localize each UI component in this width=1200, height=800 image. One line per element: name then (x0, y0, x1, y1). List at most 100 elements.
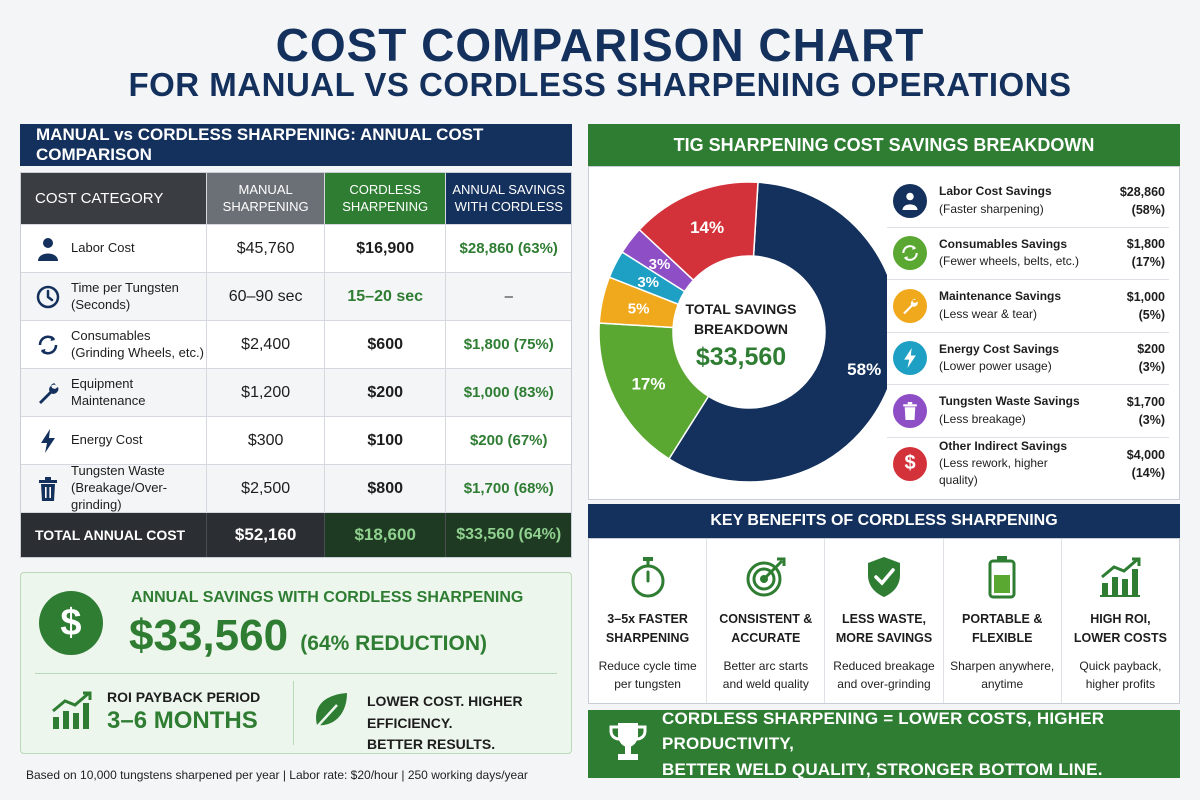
manual-value: $1,200 (206, 369, 324, 416)
benefit-title: LOWER COSTS (1073, 631, 1167, 646)
legend-label: Tungsten Waste Savings (Less breakage) (939, 394, 1080, 426)
donut-hole (673, 256, 825, 408)
col-header-cordless: CORDLESS SHARPENING (323, 173, 446, 224)
cordless-value: $200 (323, 369, 446, 416)
manual-value: $45,760 (206, 225, 324, 272)
legend-label: Consumables Savings (Fewer wheels, belts,… (939, 236, 1080, 269)
legend-value: $4,000 (14%) (1126, 447, 1165, 480)
cordless-value: 15–20 sec (323, 273, 446, 320)
savings-value: $28,860 (63%) (445, 225, 571, 272)
benefits-panel: 3–5x FASTER SHARPENING Reduce cycle time p… (588, 538, 1180, 704)
savings-value: – (445, 273, 571, 320)
benefit-title: ACCURATE (731, 631, 801, 646)
banner-line: CORDLESS SHARPENING = LOWER COSTS, HIGHE… (662, 708, 1105, 754)
worker-icon (893, 183, 927, 218)
cordless-value: $100 (323, 417, 446, 464)
annual-savings-panel: $ ANNUAL SAVINGS WITH CORDLESS SHARPENIN… (20, 572, 572, 754)
center-label-1: TOTAL SAVINGS (686, 301, 797, 317)
trash-icon (33, 476, 63, 501)
savings-value: $1,000 (83%) (445, 369, 571, 416)
benefit-title: LESS WASTE, (841, 612, 927, 626)
breakdown-panel: TOTAL SAVINGS BREAKDOWN $33,560 58% 17% 5%… (588, 166, 1180, 500)
roi-value: 3–6 MONTHS (107, 707, 258, 734)
col-header-category: COST CATEGORY (21, 173, 207, 224)
legend-item: Labor Cost Savings (Faster sharpening) $28… (887, 175, 1169, 228)
total-manual: $52,160 (206, 513, 324, 557)
table-row: Labor Cost $45,760 $16,900 $28,860 (63%) (21, 225, 571, 273)
total-cordless: $18,600 (323, 513, 446, 557)
benefit-desc: Better arc starts (723, 658, 809, 673)
savings-value: $1,700 (68%) (445, 465, 571, 512)
legend-value: $1,800 (17%) (1126, 237, 1165, 270)
cost-table: COST CATEGORY MANUAL SHARPENING CORDLESS… (20, 172, 572, 558)
table-row: Time per Tungsten (Seconds) 60–90 sec 15… (21, 273, 571, 321)
manual-value: 60–90 sec (206, 273, 324, 320)
roi-label: ROI PAYBACK PERIOD (107, 689, 261, 705)
savings-title: ANNUAL SAVINGS WITH CORDLESS SHARPENING (131, 589, 524, 606)
row-label: Labor Cost (71, 240, 135, 256)
clock-icon (33, 285, 63, 309)
legend-item: Energy Cost Savings (Lower power usage) $2… (887, 333, 1169, 385)
benefit-item: HIGH ROI, LOWER COSTS Quick payback, highe… (1062, 539, 1179, 703)
row-label: Tungsten Waste (Breakage/Over-grinding) (71, 463, 168, 512)
table-row: Tungsten Waste (Breakage/Over-grinding) … (21, 463, 571, 513)
legend-value: $1,000 (5%) (1126, 289, 1165, 322)
savings-amount-line: $33,560 (64% REDUCTION) (129, 611, 487, 661)
slice-label: 58% (847, 360, 881, 379)
banner-line: BETTER WELD QUALITY, STRONGER BOTTOM LIN… (662, 759, 1103, 779)
benefit-item: 3–5x FASTER SHARPENING Reduce cycle time p… (589, 539, 708, 703)
growth-chart-icon (1062, 555, 1179, 604)
benefit-item: CONSISTENT & ACCURATE Better arc starts an… (707, 539, 826, 703)
legend-label: Energy Cost Savings (Lower power usage) (939, 341, 1060, 374)
legend-label: Labor Cost Savings (Faster sharpening) (939, 184, 1052, 216)
benefit-desc: Reduce cycle time (598, 658, 697, 673)
total-savings: $33,560 (64%) (445, 513, 571, 557)
bottom-banner: CORDLESS SHARPENING = LOWER COSTS, HIGHE… (588, 709, 1180, 779)
cordless-value: $800 (323, 465, 446, 512)
savings-value: $1,800 (75%) (445, 321, 571, 368)
legend-value: $1,700 (3%) (1126, 394, 1165, 427)
page-subtitle: FOR MANUAL VS CORDLESS SHARPENING OPERAT… (128, 66, 1072, 103)
benefit-title: CONSISTENT & (719, 612, 813, 626)
divider (35, 673, 557, 674)
legend-item: Consumables Savings (Fewer wheels, belts,… (887, 228, 1169, 280)
cordless-value: $16,900 (323, 225, 446, 272)
worker-icon (33, 237, 63, 261)
table-row: Equipment Maintenance $1,200 $200 $1,000… (21, 369, 571, 417)
manual-value: $2,500 (206, 465, 324, 512)
benefit-desc: and over-grinding (837, 676, 931, 691)
refresh-icon (893, 236, 927, 271)
benefits-title: KEY BENEFITS OF CORDLESS SHARPENING (588, 504, 1180, 538)
row-label: Consumables (Grinding Wheels, etc.) (71, 327, 204, 360)
legend-item: Tungsten Waste Savings (Less breakage) $1,… (887, 385, 1169, 438)
footnote: Based on 10,000 tungstens sharpened per … (26, 768, 528, 782)
table-header-row: COST CATEGORY MANUAL SHARPENING CORDLESS… (21, 173, 571, 225)
legend-item: Maintenance Savings (Less wear & tear) $1,… (887, 280, 1169, 333)
breakdown-title: TIG SHARPENING COST SAVINGS BREAKDOWN (588, 124, 1180, 166)
divider (293, 681, 294, 745)
col-header-savings: ANNUAL SAVINGS WITH CORDLESS (445, 173, 571, 224)
benefit-desc: Sharpen anywhere, (950, 658, 1055, 673)
benefit-desc: per tungsten (614, 676, 681, 691)
slice-label: 5% (628, 301, 650, 318)
center-label-2: BREAKDOWN (694, 321, 788, 337)
savings-value: $200 (67%) (445, 417, 571, 464)
refresh-icon (33, 333, 63, 357)
battery-icon (944, 555, 1061, 604)
table-row: Consumables (Grinding Wheels, etc.) $2,4… (21, 321, 571, 369)
slice-label: 14% (690, 218, 724, 237)
page-title: COST COMPARISON CHART (275, 19, 925, 71)
benefit-desc: Quick payback, (1079, 658, 1162, 673)
row-label: Equipment Maintenance (71, 375, 146, 408)
row-label: Energy Cost (71, 432, 143, 448)
savings-tagline: LOWER COST. HIGHER EFFICIENCY. BETTER RES… (367, 691, 567, 756)
savings-reduction: (64% REDUCTION) (300, 632, 487, 655)
benefit-item: PORTABLE & FLEXIBLE Sharpen anywhere, anyt… (944, 539, 1062, 703)
slice-label: 3% (649, 256, 671, 273)
legend-value: $28,860 (58%) (1119, 184, 1165, 217)
table-title: MANUAL vs CORDLESS SHARPENING: ANNUAL CO… (20, 124, 572, 166)
benefit-desc: higher profits (1085, 676, 1156, 691)
lightning-icon (893, 341, 927, 376)
benefit-title: MORE SAVINGS (835, 631, 933, 646)
donut-chart: TOTAL SAVINGS BREAKDOWN $33,560 58% 17% 5%… (598, 181, 887, 483)
